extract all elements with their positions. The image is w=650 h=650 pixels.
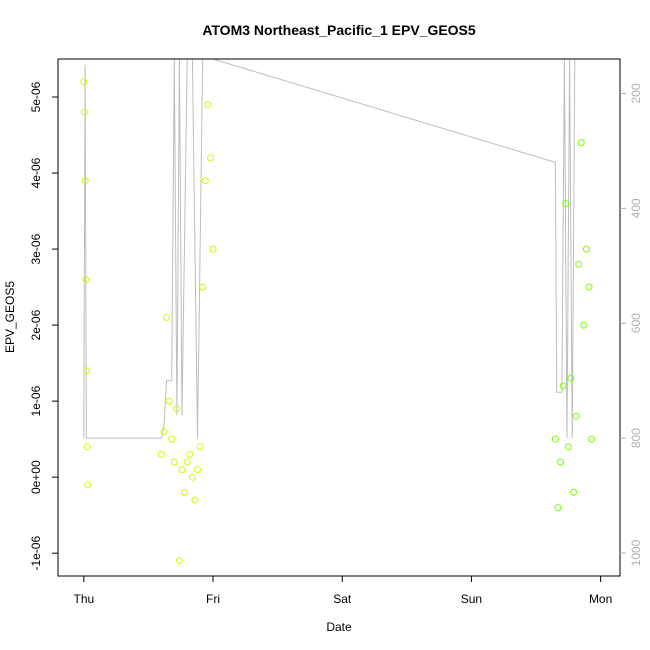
data-point (588, 435, 596, 443)
y-tick-label: 4e-06 (29, 157, 43, 188)
data-points-layer (80, 78, 596, 565)
data-point (577, 139, 585, 147)
data-point (82, 367, 90, 375)
y-axis-label: EPV_GEOS5 (3, 281, 17, 353)
y-tick-label: 1e-06 (29, 385, 43, 416)
data-point (186, 450, 194, 458)
plot-frame (57, 58, 621, 577)
data-point (84, 481, 92, 489)
data-point (173, 405, 181, 413)
data-point (168, 435, 176, 443)
data-point (191, 496, 199, 504)
y-axis: -1e-06 0e+00 1e-06 2e-06 3e-06 4e-06 5e-06 (29, 81, 58, 571)
data-point (188, 473, 196, 481)
data-point (196, 443, 204, 451)
data-point (178, 466, 186, 474)
data-point (199, 283, 207, 291)
data-point (572, 412, 580, 420)
data-point (160, 428, 168, 435)
x-tick-label: Fri (206, 592, 220, 606)
data-point (582, 245, 590, 253)
x-tick-label: Sun (461, 592, 482, 606)
data-point (585, 283, 593, 291)
data-point (194, 466, 201, 474)
chart-title: ATOM3 Northeast_Pacific_1 EPV_GEOS5 (202, 22, 476, 38)
y-tick-label: 2e-06 (29, 309, 43, 340)
data-point (181, 488, 189, 496)
data-point (567, 374, 575, 382)
data-point (570, 488, 577, 496)
data-point (201, 177, 209, 185)
data-point (207, 154, 214, 162)
pressure-line-layer (83, 58, 591, 439)
data-point (204, 101, 212, 109)
right-axis: 200 400 600 800 1000 (620, 83, 643, 566)
data-point (81, 108, 88, 116)
data-point (175, 557, 183, 565)
data-point (82, 276, 90, 283)
x-tick-label: Thu (73, 592, 94, 606)
data-point (557, 458, 565, 466)
x-axis: Thu Fri Sat Sun Mon (73, 575, 612, 606)
right-tick-label: 400 (629, 198, 643, 218)
data-point (165, 397, 173, 405)
data-point (559, 382, 567, 390)
data-point (81, 177, 89, 185)
x-tick-label: Sat (333, 592, 352, 606)
y-tick-label: -1e-06 (29, 536, 43, 571)
y-tick-label: 0e+00 (29, 460, 43, 494)
data-point (580, 321, 588, 329)
data-point (209, 245, 217, 253)
data-point (157, 450, 165, 458)
y-tick-label: 3e-06 (29, 233, 43, 264)
x-tick-label: Mon (589, 592, 612, 606)
right-tick-label: 800 (629, 428, 643, 448)
data-point (183, 458, 191, 466)
data-point (554, 504, 562, 512)
y-tick-label: 5e-06 (29, 81, 43, 112)
data-point (163, 314, 170, 321)
pressure-line (83, 58, 591, 439)
right-tick-label: 200 (629, 83, 643, 103)
data-point (562, 200, 570, 207)
data-point (551, 435, 559, 443)
data-point (575, 260, 583, 268)
data-point (564, 443, 572, 451)
right-tick-label: 1000 (629, 539, 643, 566)
right-tick-label: 600 (629, 313, 643, 333)
x-axis-label: Date (326, 620, 352, 634)
data-point (80, 78, 88, 86)
data-point (170, 458, 178, 466)
data-point (83, 443, 91, 451)
